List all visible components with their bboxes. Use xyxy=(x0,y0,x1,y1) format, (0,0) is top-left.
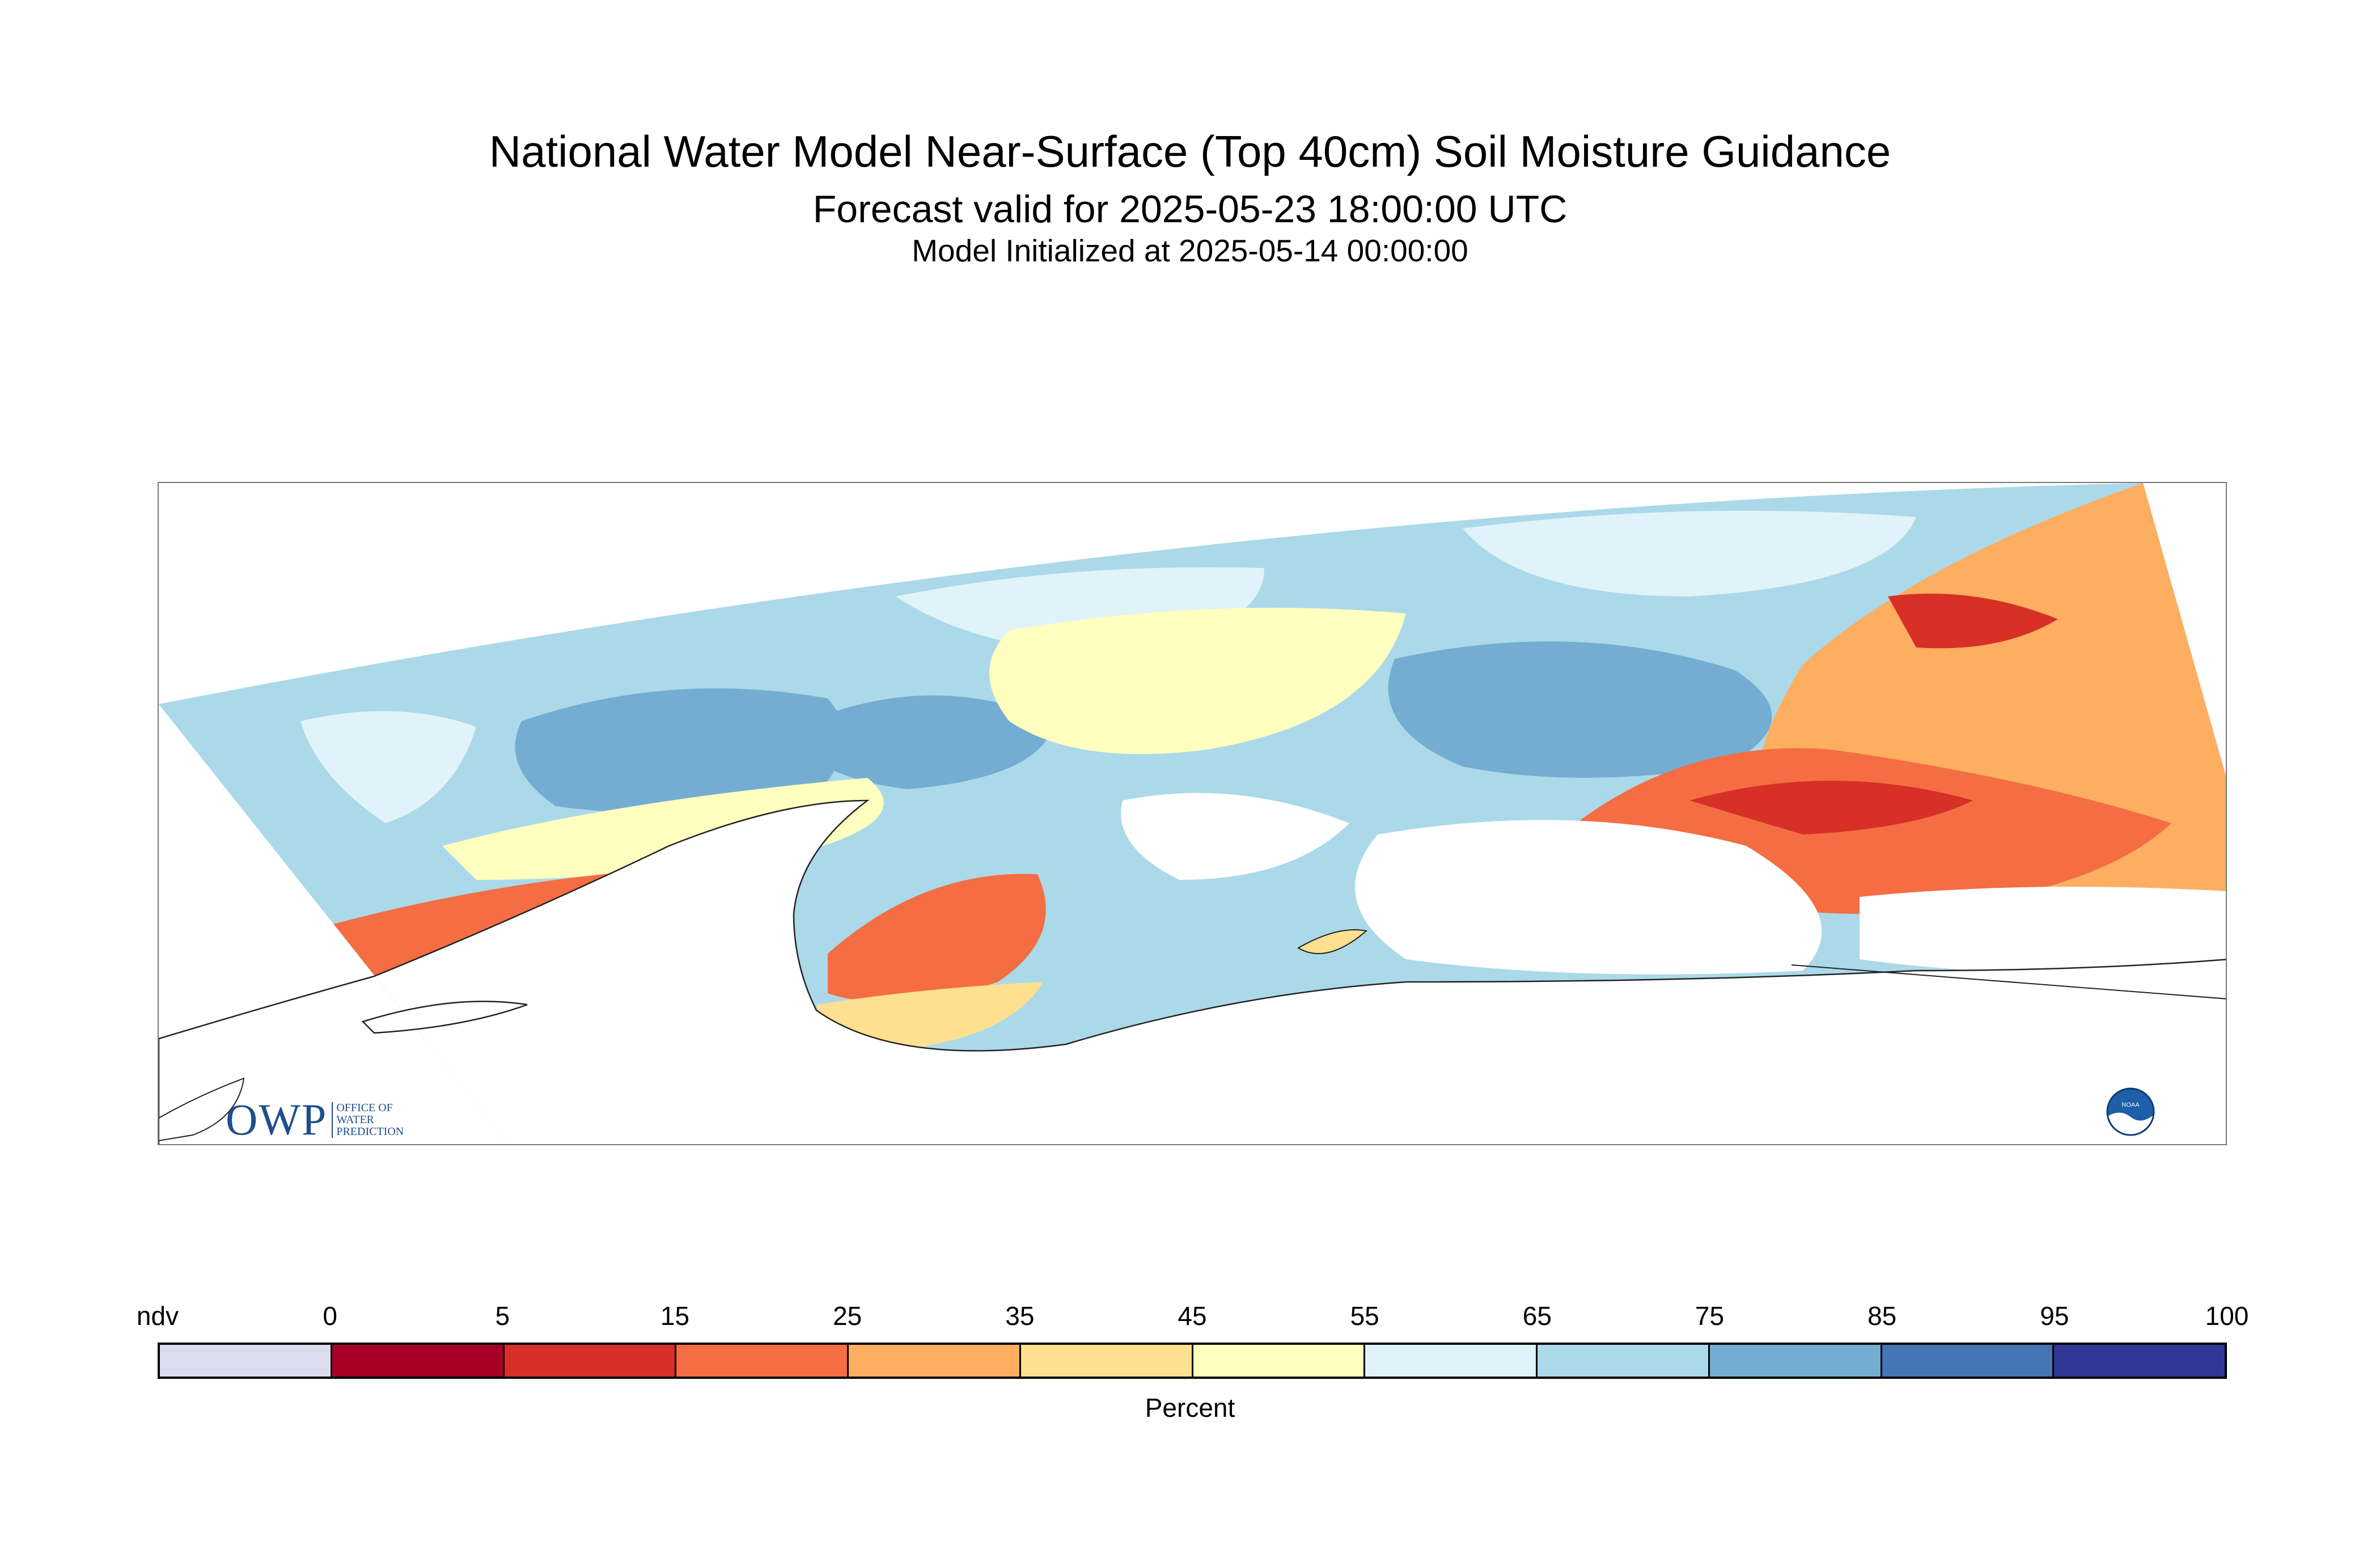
moisture-5-15-region xyxy=(1689,781,1973,835)
legend-tick-label: 85 xyxy=(1867,1301,1897,1331)
model-initialized-subtitle: Model Initialized at 2025-05-14 00:00:00 xyxy=(912,233,1468,268)
moisture-15-25-region xyxy=(828,874,1046,1002)
no-data-snow-region xyxy=(1121,793,1349,880)
legend-swatch xyxy=(1193,1345,1366,1377)
legend-swatch xyxy=(504,1345,677,1377)
legend-swatch xyxy=(332,1345,505,1377)
legend-tick-label: ndv xyxy=(136,1301,179,1331)
owp-line: Prediction xyxy=(336,1125,404,1138)
legend-swatch xyxy=(1709,1345,1882,1377)
legend-tick-label: 95 xyxy=(2040,1301,2069,1331)
island-outline xyxy=(1297,929,1368,954)
owp-line: Office of xyxy=(336,1101,393,1114)
legend-unit-label: Percent xyxy=(1145,1393,1235,1422)
island-outline xyxy=(361,1001,528,1034)
moisture-55-65-region xyxy=(1463,510,1916,596)
legend-tick-label: 75 xyxy=(1695,1301,1725,1331)
no-data-snow-region xyxy=(1860,887,2226,975)
no-data-snow-region xyxy=(1355,820,1822,975)
moisture-75-85-region xyxy=(782,695,1055,789)
forecast-valid-subtitle: Forecast valid for 2025-05-23 18:00:00 U… xyxy=(812,188,1568,231)
legend-swatch xyxy=(1365,1345,1538,1377)
moisture-75-85-region xyxy=(515,688,844,814)
legend-tick-label: 0 xyxy=(323,1301,337,1331)
soil-moisture-map xyxy=(159,483,2226,1144)
legend-swatch xyxy=(1882,1345,2055,1377)
legend-tick-label: 25 xyxy=(833,1301,862,1331)
legend-swatch xyxy=(160,1345,332,1377)
owp-logo-subtitle: Office of Water Prediction xyxy=(332,1102,404,1138)
legend-tick-label: 15 xyxy=(660,1301,690,1331)
moisture-35-45-region xyxy=(816,982,1043,1050)
noaa-logo-text: NOAA xyxy=(2121,1102,2140,1108)
legend-swatch xyxy=(849,1345,1021,1377)
map-panel xyxy=(158,482,2227,1145)
color-legend: ndv 0 5 15 25 35 45 55 65 75 85 95 100 Percent xyxy=(0,1293,2380,1440)
moisture-75-85-region xyxy=(1388,641,1772,778)
island-outline xyxy=(159,1077,245,1142)
noaa-logo: NOAA xyxy=(2106,1087,2155,1136)
owp-logo-letters: OWP xyxy=(226,1095,328,1144)
legend-tick-label: 55 xyxy=(1350,1301,1379,1331)
legend-tick-label: 65 xyxy=(1522,1301,1552,1331)
legend-tick-label: 5 xyxy=(495,1301,510,1331)
legend-swatch xyxy=(1538,1345,1710,1377)
legend-swatch xyxy=(1020,1345,1193,1377)
map-title: National Water Model Near-Surface (Top 4… xyxy=(489,126,1891,176)
moisture-5-15-region xyxy=(1888,594,2058,649)
owp-line: Water xyxy=(336,1113,375,1126)
ocean xyxy=(159,801,2226,1144)
legend-tick-label: 35 xyxy=(1005,1301,1035,1331)
owp-logo: OWP Office of Water Prediction xyxy=(226,1094,404,1145)
border-line xyxy=(1791,964,2226,1000)
legend-tick-label: 45 xyxy=(1178,1301,1207,1331)
coastline xyxy=(159,799,2226,1144)
moisture-55-65-region xyxy=(300,711,476,823)
legend-tick-label: 100 xyxy=(2205,1301,2249,1331)
legend-swatch xyxy=(676,1345,849,1377)
moisture-45-55-region xyxy=(989,608,1406,755)
legend-colorbar xyxy=(158,1343,2227,1379)
legend-swatch xyxy=(2054,1345,2225,1377)
